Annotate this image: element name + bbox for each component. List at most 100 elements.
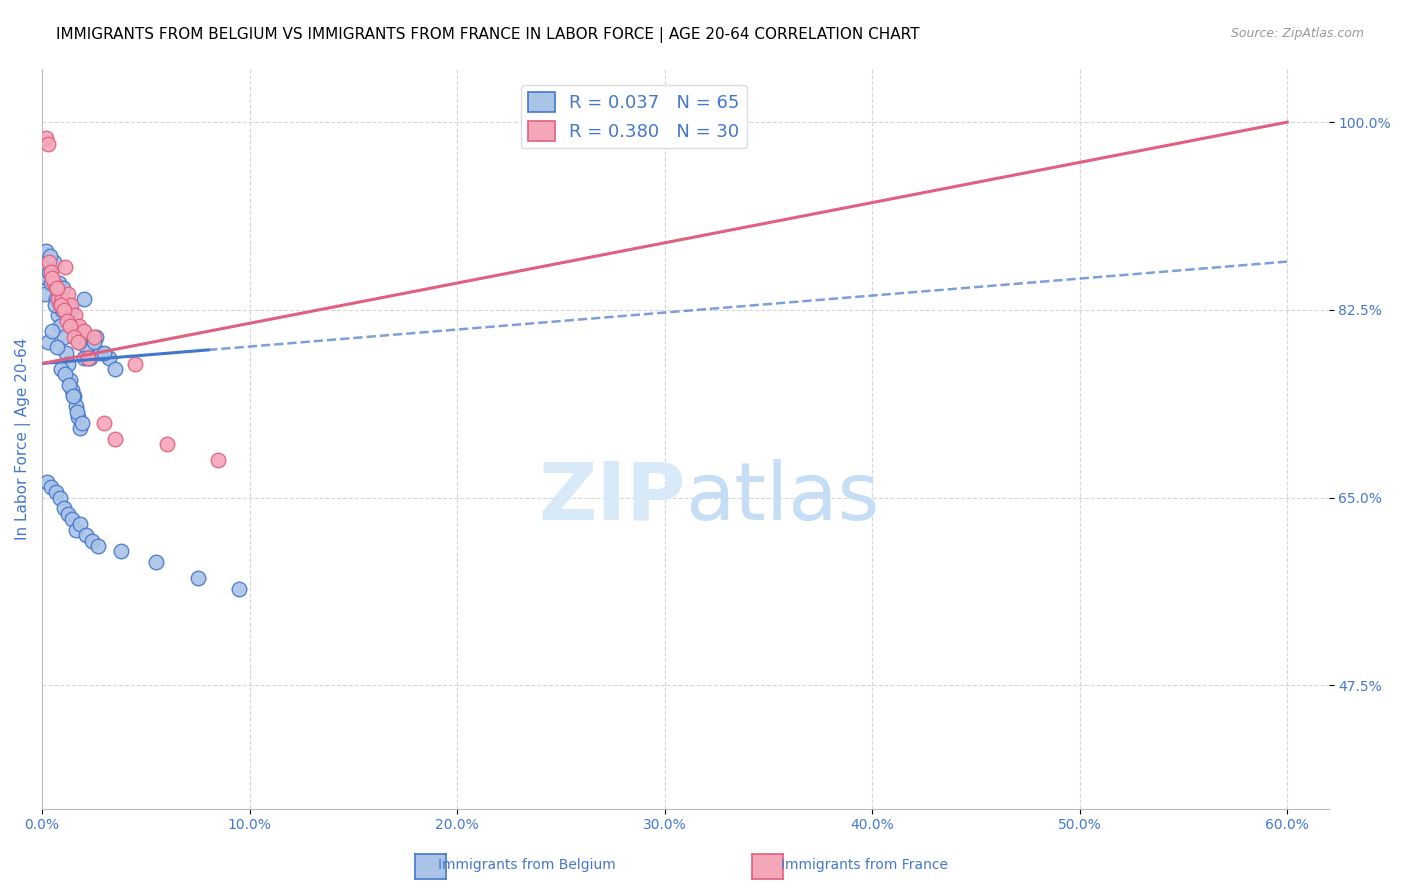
Point (83, 334, 105, 349)
Point (46, 308, 69, 322)
Point (56, 357, 79, 371)
Point (48, 491, 70, 505)
Point (37, 136, 59, 151)
Point (75, 340, 97, 354)
Point (79, 351, 101, 366)
Point (93, 345, 115, 359)
Point (45, 340, 67, 354)
Point (59, 373, 82, 387)
Text: Immigrants from France: Immigrants from France (782, 858, 948, 872)
Point (45, 485, 67, 500)
Point (70, 416, 93, 430)
Point (41, 276, 63, 290)
Point (49, 297, 72, 311)
Text: IMMIGRANTS FROM BELGIUM VS IMMIGRANTS FROM FRANCE IN LABOR FORCE | AGE 20-64 COR: IMMIGRANTS FROM BELGIUM VS IMMIGRANTS FR… (56, 27, 920, 43)
Point (41, 324, 63, 338)
Point (110, 544, 132, 558)
Point (59, 318, 82, 333)
Point (72, 351, 94, 366)
Point (56, 507, 79, 521)
Point (65, 400, 87, 414)
Point (45, 281, 67, 295)
Point (60, 297, 83, 311)
Point (56, 297, 79, 311)
Point (87, 539, 110, 553)
Point (124, 357, 146, 371)
Point (207, 453, 229, 467)
Point (52, 281, 75, 295)
Point (52, 302, 75, 317)
Legend: R = 0.037   N = 65, R = 0.380   N = 30: R = 0.037 N = 65, R = 0.380 N = 30 (520, 85, 747, 148)
Point (72, 324, 94, 338)
Point (65, 308, 87, 322)
Point (83, 329, 105, 343)
Point (35, 131, 58, 145)
Point (38, 254, 60, 268)
Point (58, 378, 80, 392)
Point (60, 512, 83, 526)
Text: Source: ZipAtlas.com: Source: ZipAtlas.com (1230, 27, 1364, 40)
Point (49, 362, 72, 376)
Point (76, 351, 98, 366)
Point (72, 292, 94, 306)
Point (56, 313, 79, 327)
Point (41, 270, 63, 285)
Text: ZIP: ZIP (538, 458, 685, 537)
Point (104, 432, 127, 446)
Point (66, 405, 89, 419)
Point (76, 351, 98, 366)
Point (37, 475, 59, 489)
Point (48, 318, 70, 333)
Point (93, 416, 115, 430)
Point (46, 292, 69, 306)
Point (41, 265, 63, 279)
Point (69, 318, 91, 333)
Point (156, 437, 179, 451)
Point (89, 345, 111, 359)
Point (63, 329, 86, 343)
Point (75, 528, 97, 542)
Point (67, 410, 90, 425)
Point (48, 276, 70, 290)
Point (42, 254, 65, 268)
Point (58, 297, 80, 311)
Point (62, 389, 84, 403)
Point (56, 286, 79, 301)
Point (60, 302, 83, 317)
Point (104, 362, 127, 376)
Point (67, 334, 90, 349)
Point (37, 334, 59, 349)
Point (53, 368, 76, 382)
Point (60, 384, 83, 398)
Point (35, 244, 58, 258)
Point (45, 292, 67, 306)
Point (44, 297, 66, 311)
Point (51, 292, 73, 306)
Point (65, 318, 87, 333)
Point (34, 286, 56, 301)
Point (45, 281, 67, 295)
Point (65, 523, 87, 537)
Point (69, 334, 91, 349)
Point (42, 276, 65, 290)
Point (80, 533, 103, 548)
Point (69, 517, 91, 532)
Point (55, 345, 77, 359)
Point (48, 297, 70, 311)
Point (52, 501, 75, 516)
Point (37, 270, 59, 285)
Text: atlas: atlas (685, 458, 880, 537)
Point (38, 265, 60, 279)
Y-axis label: In Labor Force | Age 20-64: In Labor Force | Age 20-64 (15, 337, 31, 540)
Point (145, 555, 167, 569)
Point (69, 421, 91, 435)
Point (51, 302, 73, 317)
Point (41, 480, 63, 494)
Point (84, 329, 107, 343)
Point (39, 249, 62, 263)
Point (228, 582, 250, 596)
Point (52, 329, 75, 343)
Point (72, 324, 94, 338)
Point (187, 571, 209, 585)
Text: Immigrants from Belgium: Immigrants from Belgium (439, 858, 616, 872)
